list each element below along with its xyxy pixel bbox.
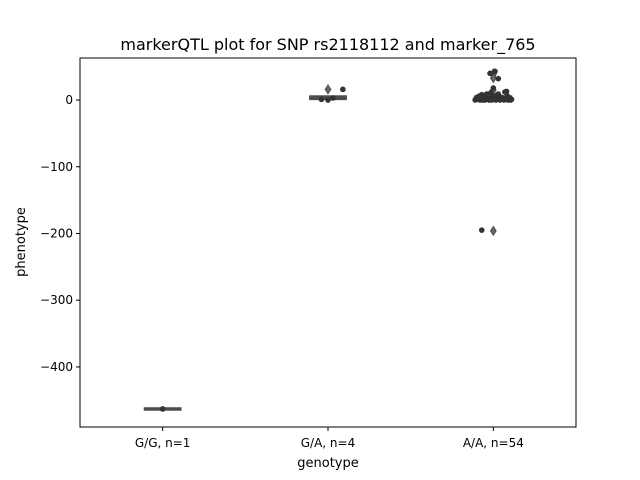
y-axis-label: phenotype [14, 207, 29, 277]
x-tick-label: G/G, n=1 [135, 436, 191, 450]
outlier-marker [489, 72, 497, 84]
x-axis-label: genotype [297, 456, 358, 471]
x-axis: G/G, n=1 G/A, n=4 A/A, n=54 [135, 427, 524, 450]
y-axis: 0 −100 −200 −300 −400 [40, 93, 80, 374]
genotype-group [472, 68, 515, 237]
data-point [330, 95, 336, 101]
genotype-group [143, 406, 182, 412]
data-point [502, 89, 508, 95]
y-tick-label: −100 [40, 160, 73, 174]
data-point [495, 75, 502, 82]
data-point [508, 96, 515, 103]
data-point [159, 406, 166, 412]
data-point [325, 97, 331, 103]
y-tick-label: −200 [40, 226, 73, 240]
data-point [478, 227, 485, 233]
data-point [493, 92, 500, 99]
y-tick-label: −400 [40, 360, 73, 374]
data-point [480, 94, 487, 101]
data-point [492, 68, 498, 75]
x-tick-label: G/A, n=4 [301, 436, 355, 450]
y-tick-label: 0 [65, 93, 73, 107]
outlier-marker [489, 225, 497, 237]
data-point [487, 70, 493, 77]
outlier-marker [324, 84, 332, 95]
data-point [490, 85, 497, 91]
x-tick-label: A/A, n=54 [463, 436, 524, 450]
data-point [472, 97, 478, 103]
data-point [340, 86, 346, 93]
genotype-group [309, 84, 347, 103]
plot-frame [79, 57, 577, 428]
plot-area [143, 68, 515, 412]
data-point [318, 96, 325, 103]
chart-title: markerQTL plot for SNP rs2118112 and mar… [120, 35, 535, 55]
y-tick-label: −300 [40, 293, 73, 307]
